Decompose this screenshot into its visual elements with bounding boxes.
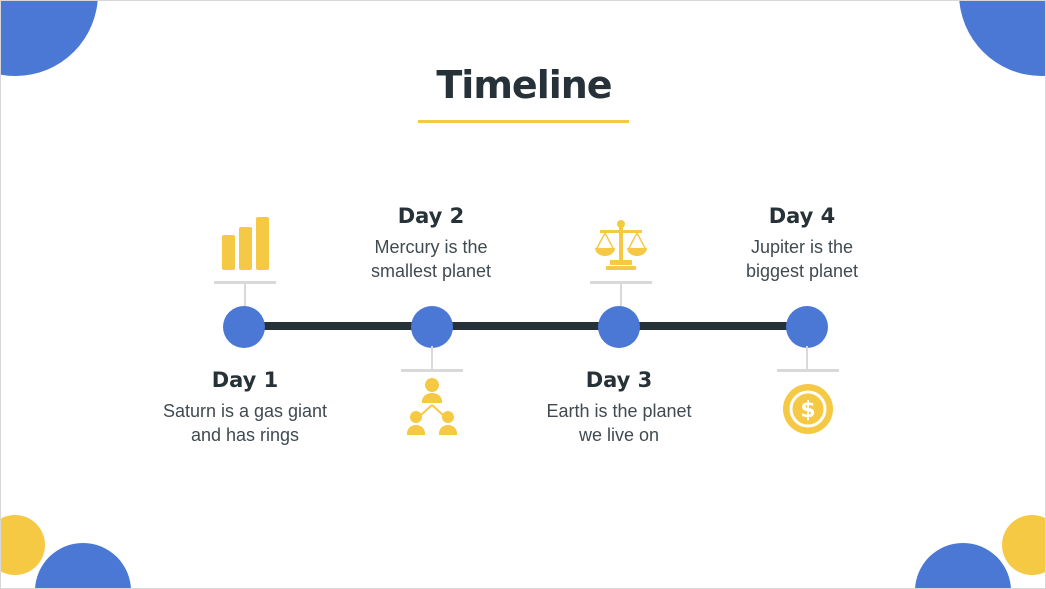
icon-shelf-1	[214, 281, 276, 284]
event-3-title: Day 3	[585, 368, 653, 392]
stem-4	[806, 346, 808, 370]
event-2-description: Mercury is the smallest planet	[370, 237, 492, 281]
timeline-node-4	[786, 306, 828, 348]
icon-shelf-4	[777, 369, 839, 372]
icon-shelf-2	[401, 369, 463, 372]
decor-circle-bottom-right-yellow	[1002, 515, 1045, 575]
team-network-icon	[401, 375, 463, 437]
timeline-line	[263, 322, 807, 330]
stem-1	[244, 284, 246, 308]
event-4-title: Day 4	[768, 204, 836, 228]
icon-shelf-3	[590, 281, 652, 284]
decor-circle-bottom-right-blue	[915, 543, 1011, 588]
timeline-node-3	[598, 306, 640, 348]
svg-text:$: $	[800, 398, 815, 423]
event-3-description: Earth is the planet we live on	[546, 401, 692, 445]
stem-2	[431, 346, 433, 370]
page-title: Timeline	[436, 63, 612, 107]
dollar-coin-icon: $	[777, 378, 839, 440]
stem-3	[620, 284, 622, 308]
timeline-node-2	[411, 306, 453, 348]
balance-scale-icon	[590, 213, 652, 275]
event-1-title: Day 1	[211, 368, 279, 392]
timeline-node-1	[223, 306, 265, 348]
decor-circle-bottom-left-yellow	[1, 515, 45, 575]
event-4-description: Jupiter is the biggest planet	[745, 237, 859, 281]
event-1-description: Saturn is a gas giant and has rings	[162, 401, 328, 445]
event-2-title: Day 2	[397, 204, 465, 228]
title-underline	[418, 120, 629, 123]
bar-chart-icon	[214, 213, 276, 275]
decor-circle-bottom-left-blue	[35, 543, 131, 588]
